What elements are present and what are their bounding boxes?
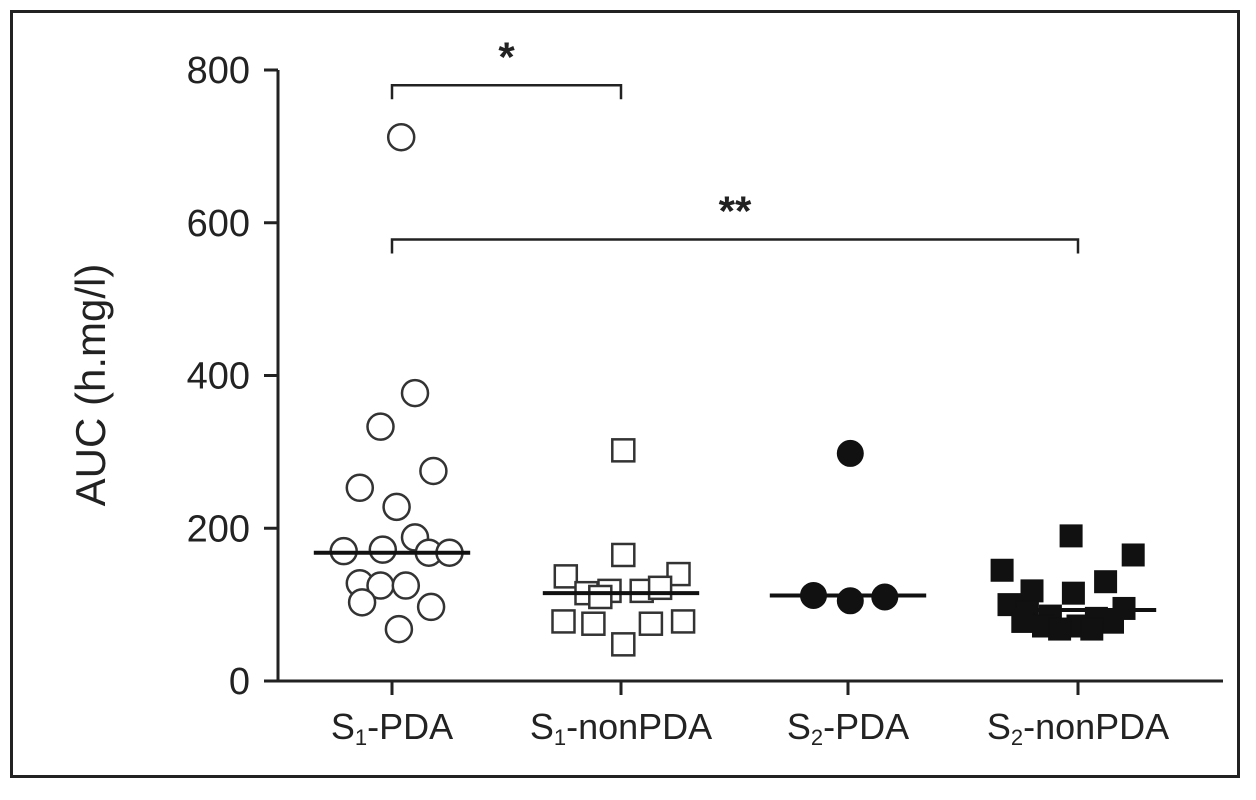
significance-bracket xyxy=(390,238,1080,254)
filled-square-point xyxy=(990,558,1014,582)
open-square-point xyxy=(551,609,576,634)
y-tick-label: 800 xyxy=(187,50,250,92)
filled-circle-point xyxy=(836,587,864,615)
filled-square-point xyxy=(1061,581,1085,605)
median-lines xyxy=(313,550,1157,612)
open-circle-point xyxy=(386,122,416,152)
open-square-point xyxy=(581,611,606,636)
category-label: S1-PDA xyxy=(331,706,453,750)
y-tick-label: 200 xyxy=(187,508,250,550)
significance-bracket xyxy=(390,84,623,100)
open-circle-point xyxy=(345,473,375,503)
open-circle-point xyxy=(391,571,421,600)
y-ticks: 0 200 400 600 800 xyxy=(187,50,278,703)
open-square-point xyxy=(611,438,636,463)
open-square-point xyxy=(670,609,696,634)
data-points xyxy=(329,122,1145,657)
filled-square-point xyxy=(1011,609,1035,633)
auc-scatter-chart: 0 200 400 600 800 S1-PDA S1-nonPDA S2-PDA S2-no… xyxy=(67,33,1223,750)
figure-frame: 0 200 400 600 800 S1-PDA S1-nonPDA S2-PDA S2-no… xyxy=(10,10,1240,778)
open-square-point xyxy=(588,584,613,610)
filled-square-point xyxy=(1020,579,1044,603)
open-circle-point xyxy=(382,492,411,522)
open-circle-point xyxy=(368,535,398,564)
category-label: S1-nonPDA xyxy=(530,706,712,750)
open-circle-point xyxy=(347,588,377,617)
open-circle-point xyxy=(384,614,414,644)
significance-brackets: *** xyxy=(390,33,1080,254)
category-label: S2-PDA xyxy=(787,706,909,750)
open-square-point xyxy=(611,632,636,657)
x-categories: S1-PDA S1-nonPDA S2-PDA S2-nonPDA xyxy=(331,681,1169,750)
open-circle-point xyxy=(416,592,446,622)
open-square-point xyxy=(553,564,579,589)
y-axis-title: AUC (h.mg/l) xyxy=(67,264,114,507)
filled-square-point xyxy=(1059,524,1083,548)
filled-square-point xyxy=(1094,570,1118,594)
open-square-point xyxy=(611,542,636,568)
open-circle-point xyxy=(419,456,448,486)
open-circle-point xyxy=(400,378,430,408)
filled-square-point xyxy=(1101,610,1124,634)
open-square-point xyxy=(638,611,664,636)
filled-square-point xyxy=(1080,617,1104,641)
category-label: S2-nonPDA xyxy=(987,706,1169,750)
open-square-point xyxy=(647,575,673,601)
y-tick-label: 0 xyxy=(229,661,250,703)
open-circle-point xyxy=(366,412,395,441)
significance-label: * xyxy=(498,33,515,80)
filled-square-point xyxy=(1048,617,1072,641)
y-tick-label: 600 xyxy=(187,203,250,245)
significance-label: ** xyxy=(719,188,752,235)
filled-square-point xyxy=(1121,543,1145,567)
open-square-point xyxy=(666,561,691,587)
filled-circle-point xyxy=(836,439,864,467)
y-tick-label: 400 xyxy=(187,356,250,398)
